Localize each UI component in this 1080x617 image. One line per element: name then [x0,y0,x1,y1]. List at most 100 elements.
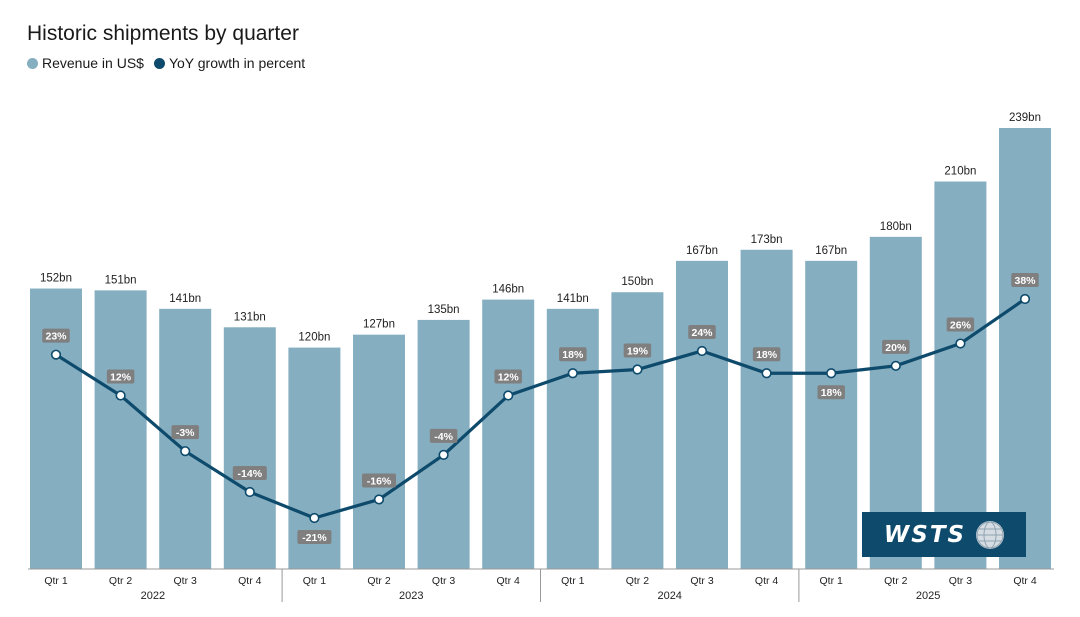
bar-value-label: 167bn [815,245,847,257]
bar [805,260,858,569]
growth-label-box [297,530,332,544]
bar-value-label: 180bn [880,221,912,233]
legend: Revenue in US$ YoY growth in percent [27,55,305,71]
growth-label-box [1011,273,1039,287]
growth-point [50,349,62,360]
bar [223,327,276,569]
growth-line [55,297,1026,520]
growth-value-label: 19% [627,346,649,358]
growth-value-label: 18% [756,349,778,361]
growth-label-box [494,369,522,384]
growth-point [632,364,643,375]
bar [934,181,987,569]
growth-label-box [946,317,975,332]
x-tick-label: Qtr 2 [367,575,390,587]
growth-point [890,360,901,371]
growth-label-box [362,473,396,488]
x-year-label: 2023 [399,590,423,602]
growth-point [180,446,191,457]
growth-label-box [817,385,845,400]
growth-value-label: 12% [498,372,520,384]
legend-marker-growth [153,57,165,69]
bar [353,334,405,569]
x-year-label: 2024 [657,590,681,602]
bar [676,260,728,569]
growth-value-label: -4% [434,431,453,443]
bar-value-label: 141bn [557,293,589,305]
growth-label-box [752,347,781,362]
x-tick-label: Qtr 2 [109,575,132,587]
growth-value-label: 24% [691,327,713,339]
logo-text: WSTS [883,521,967,548]
bar-value-label: 135bn [428,304,460,316]
x-tick-label: Qtr 4 [1013,575,1036,587]
bar-value-label: 131bn [234,311,266,323]
growth-label-box [429,428,458,443]
growth-value-label: -21% [302,532,327,544]
growth-point [115,390,126,401]
bar [740,249,793,570]
x-year-label: 2022 [141,590,165,602]
growth-point [503,390,514,401]
growth-value-label: 38% [1014,275,1036,287]
x-tick-label: Qtr 1 [561,575,584,587]
growth-point [244,486,255,498]
x-tick-label: Qtr 3 [174,575,197,587]
x-tick-label: Qtr 1 [820,575,843,587]
growth-label-box [623,343,652,358]
bar [94,290,147,569]
wsts-logo: WSTS [862,512,1026,557]
growth-value-label: 12% [110,372,132,384]
growth-point [1019,293,1031,305]
x-tick-label: Qtr 4 [755,575,778,587]
bar-value-label: 151bn [105,274,137,286]
growth-value-label: -16% [367,475,392,487]
legend-label-growth: YoY growth in percent [168,55,306,71]
legend-marker-revenue [27,57,38,69]
bar-value-label: 146bn [492,284,524,296]
bar-value-label: 120bn [298,332,330,344]
x-tick-label: Qtr 3 [949,575,972,587]
bar-value-label: 173bn [751,234,783,246]
growth-label-box [42,328,70,343]
chart-title: Historic shipments by quarter [27,22,299,45]
x-tick-label: Qtr 4 [497,575,520,587]
growth-label-box [171,425,199,440]
x-tick-label: Qtr 2 [626,575,649,587]
growth-value-label: 18% [821,387,843,399]
bar [482,299,535,569]
x-tick-label: Qtr 3 [690,575,713,587]
legend-item-growth: YoY growth in percent [153,55,306,71]
x-tick-label: Qtr 4 [238,575,261,587]
x-tick-label: Qtr 1 [44,575,67,587]
growth-label-box [559,347,587,362]
growth-label-box [688,324,716,339]
growth-point [761,368,772,379]
growth-label-box [232,466,267,481]
legend-label-revenue: Revenue in US$ [42,55,144,71]
bar-value-label: 127bn [363,319,395,331]
growth-point [567,368,578,379]
growth-value-label: 20% [885,342,907,354]
growth-value-label: 23% [45,331,67,343]
growth-point [438,449,449,460]
growth-value-label: 26% [950,320,972,332]
bar-value-label: 210bn [944,166,976,178]
growth-value-label: -14% [238,468,263,480]
bar [611,292,664,569]
bar [417,319,470,569]
growth-point [955,338,966,349]
growth-value-label: -3% [176,427,195,439]
x-tick-label: Qtr 1 [303,575,326,587]
globe-icon [976,520,1005,549]
growth-label-box [106,369,135,384]
growth-point [373,494,385,505]
bar-value-label: 152bn [40,273,72,285]
bar [999,128,1051,569]
growth-point [696,345,708,357]
legend-item-revenue: Revenue in US$ [27,55,144,71]
bar-value-label: 167bn [686,245,718,257]
growth-label-box [882,339,910,354]
bar-value-label: 239bn [1009,112,1041,124]
